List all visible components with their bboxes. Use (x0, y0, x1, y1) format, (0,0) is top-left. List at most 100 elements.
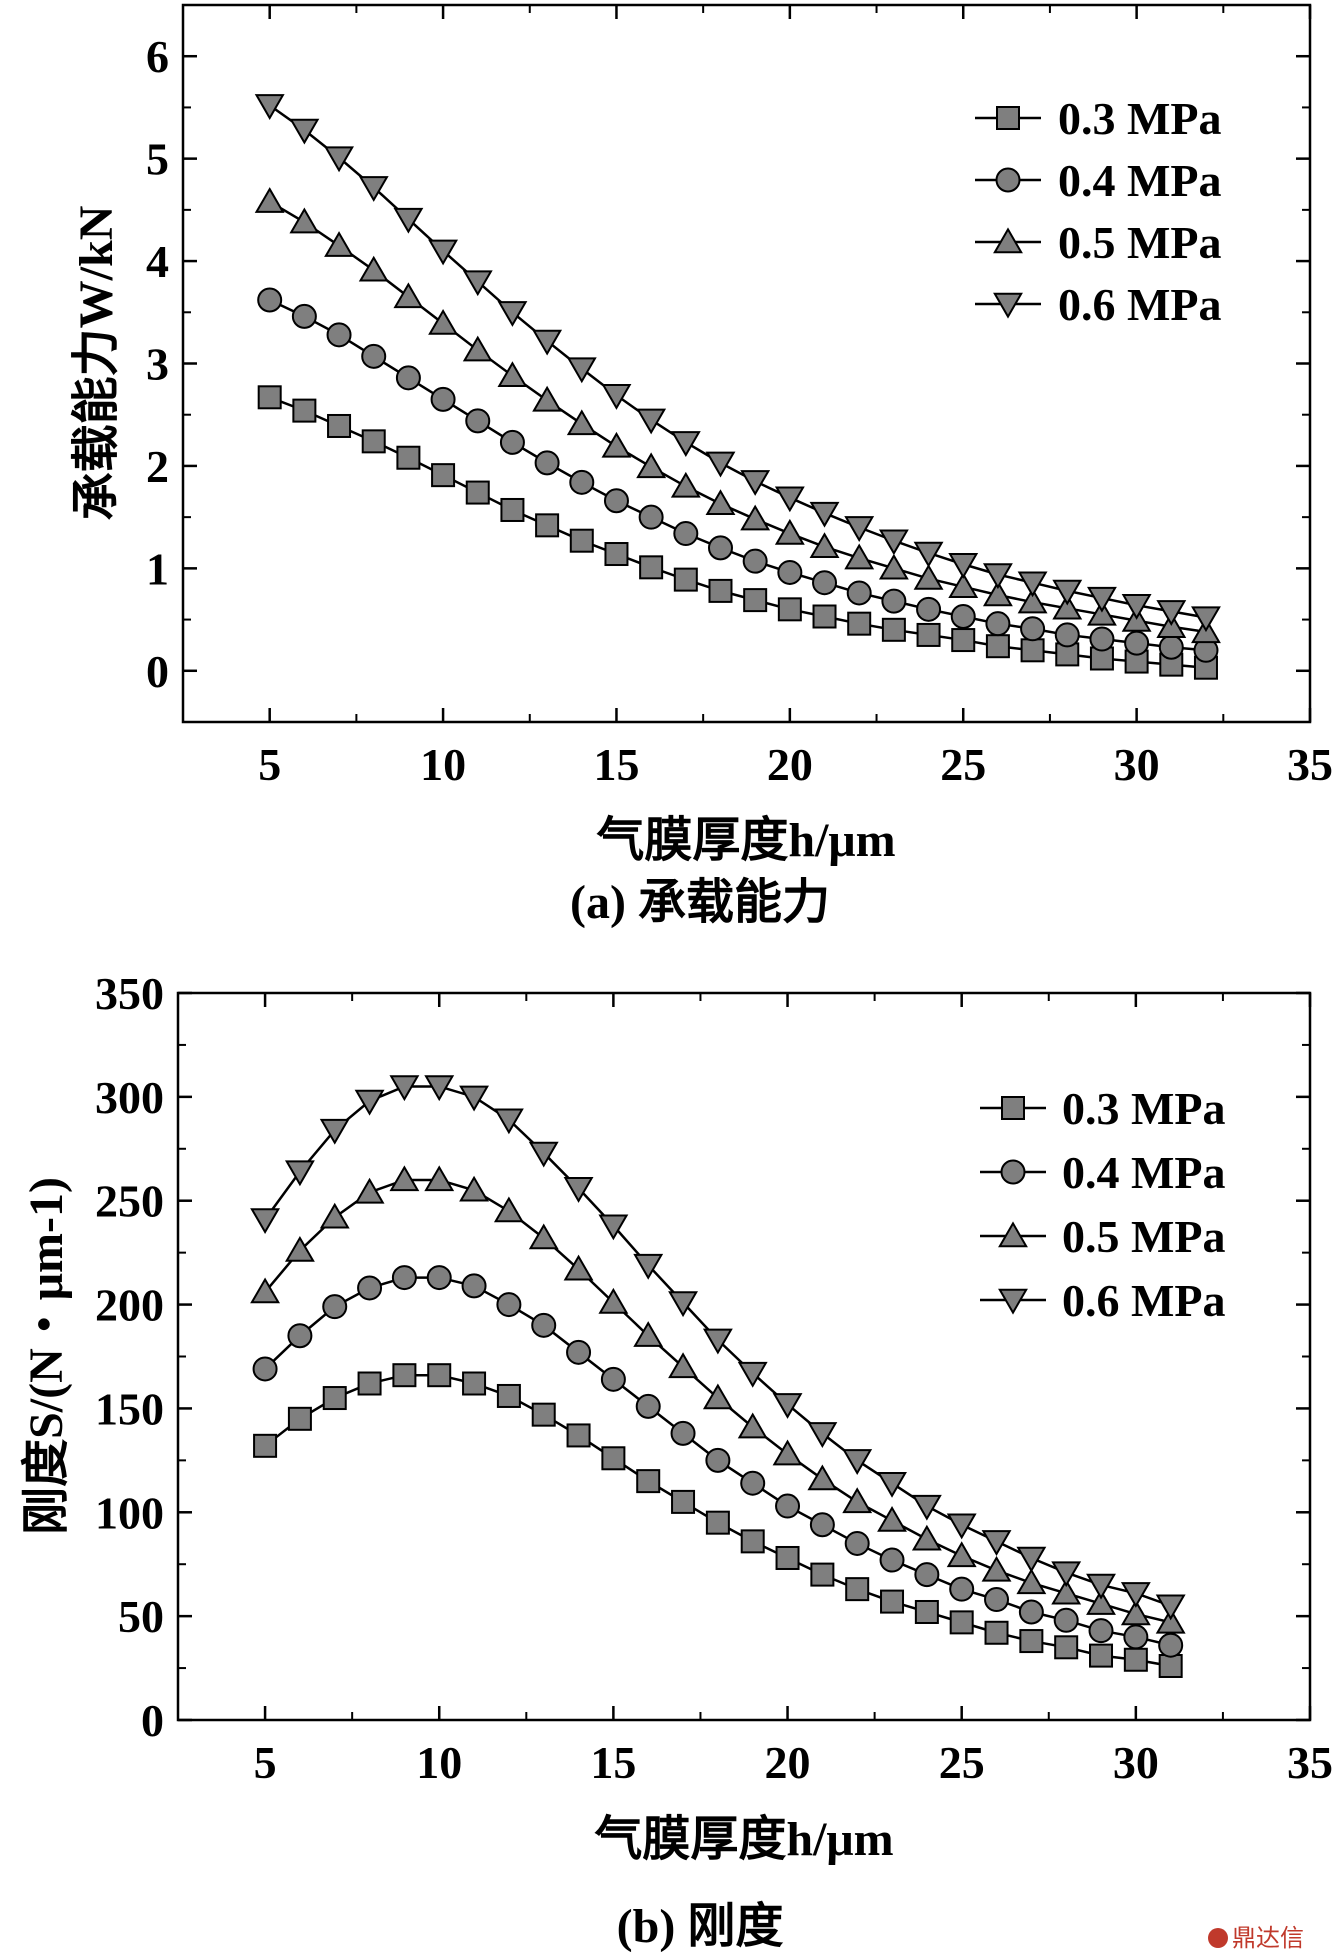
chart-a-data-point (1156, 600, 1187, 626)
chart-b-data-point (702, 1328, 733, 1355)
chart-a-x-tick-label: 25 (940, 739, 986, 790)
chart-a-data-point (844, 543, 875, 570)
chart-a-series-line (269, 200, 1207, 634)
chart-b-data-point (633, 1253, 664, 1280)
chart-a-y-axis-label: 承载能力W/kN (70, 205, 123, 520)
chart-b-data-point (1155, 1594, 1186, 1621)
chart-a-y-tick-label: 2 (146, 441, 169, 492)
chart-b-data-point (914, 1562, 940, 1588)
chart-a-data-point (566, 409, 597, 436)
chart-a-data-point (638, 504, 664, 530)
chart-a-y-tick-label: 0 (146, 646, 169, 697)
chart-b-data-point (493, 1108, 524, 1135)
chart-b-data-point (946, 1513, 977, 1540)
chart-b-data-point (737, 1412, 768, 1439)
chart-b-data-point (810, 1562, 835, 1587)
chart-a-data-point (740, 504, 771, 531)
chart-a-data-point (913, 564, 944, 590)
chart-b-legend-marker (998, 1288, 1028, 1315)
chart-b-data-point (601, 1446, 626, 1471)
chart-b-data-point (1016, 1568, 1047, 1595)
chart-b-data-point (946, 1541, 977, 1568)
chart-a-data-point (603, 488, 629, 514)
chart-b-data-point (250, 1277, 281, 1304)
chart-b-x-tick-label: 5 (254, 1737, 277, 1788)
chart-a-series-4 (254, 94, 1221, 633)
chart-a-data-point (705, 489, 736, 516)
chart-a-data-point (774, 486, 805, 513)
chart-a-y-tick-label: 4 (146, 236, 169, 287)
chart-b-data-point (496, 1383, 521, 1408)
chart-b-series-3 (250, 1165, 1186, 1634)
chart-a-data-point (500, 497, 525, 522)
chart-a-series-3 (254, 187, 1221, 644)
chart-b-data-point (775, 1545, 800, 1570)
chart-a-y-tick-label: 3 (146, 339, 169, 390)
chart-b-x-tick-label: 25 (939, 1737, 985, 1788)
chart-a-data-point (257, 385, 282, 410)
chart-b-data-point (807, 1464, 838, 1491)
chart-a-data-point (982, 563, 1013, 590)
chart-b-data-point (877, 1472, 907, 1498)
chart-b-data-point (252, 1356, 278, 1382)
chart-a-data-point (535, 513, 560, 538)
chart-b-data-point (354, 1089, 385, 1116)
chart-b-data-point (427, 1363, 452, 1388)
chart-b-data-point (737, 1361, 768, 1388)
chart-b-legend-marker (998, 1221, 1028, 1248)
chart-a-series-2 (257, 287, 1219, 663)
chart-a-data-point (809, 501, 840, 528)
chart-b-data-point (459, 1175, 489, 1202)
chart-b-data-point (389, 1165, 420, 1192)
chart-b-data-point (671, 1489, 696, 1514)
chart-b-data-point (1155, 1607, 1186, 1634)
chart-b-data-point (1089, 1643, 1114, 1668)
watermark-icon (1208, 1928, 1228, 1948)
chart-a-data-point (636, 408, 667, 435)
chart-a-data-point (327, 413, 352, 438)
chart-a-data-point (1087, 586, 1117, 613)
chart-a-data-point (948, 572, 979, 598)
chart-a-data-point (566, 357, 597, 384)
chart-a-data-point (1121, 594, 1152, 620)
chart-a-data-point (465, 480, 490, 505)
chart-a-data-point (1017, 571, 1048, 598)
watermark-logo: 鼎达信 (1208, 1924, 1304, 1952)
chart-a-data-point (396, 445, 421, 470)
chart-a-data-point (985, 611, 1011, 637)
chart-b-data-point (319, 1202, 350, 1229)
chart-a-data-point (812, 570, 838, 596)
chart-b-data-point (566, 1339, 592, 1365)
chart-b-data-point (392, 1363, 417, 1388)
chart-a-data-point (1017, 587, 1048, 614)
chart-a-data-point (1052, 579, 1083, 606)
chart-b-data-point (1120, 1582, 1151, 1608)
chart-b-data-point (911, 1524, 942, 1551)
chart-b-data-point (389, 1075, 420, 1102)
chart-b-data-point (845, 1577, 870, 1602)
chart-b-data-point (842, 1449, 873, 1475)
chart-a-data-point (428, 239, 459, 266)
chart-b-data-point (461, 1273, 487, 1299)
chart-a-data-point (358, 176, 389, 202)
chart-a-data-point (358, 255, 389, 282)
chart-a-data-point (673, 521, 699, 547)
chart-b-legend-label: 0.4 MPa (1062, 1147, 1226, 1198)
chart-b-data-point (1086, 1573, 1116, 1600)
chart-b-data-point (949, 1576, 975, 1602)
chart-b-data-point (1019, 1629, 1044, 1654)
chart-a-data-point (1124, 630, 1150, 656)
chart-b-data-point (1158, 1653, 1183, 1678)
chart-b-x-axis-label: 气膜厚度h/μm (594, 1813, 893, 1866)
chart-a-data-point (289, 207, 320, 234)
chart-a-data-point (774, 518, 805, 545)
chart-a-data-point (670, 471, 701, 498)
chart-b-data-point (705, 1447, 731, 1473)
chart-a-legend-label: 0.4 MPa (1058, 155, 1222, 206)
chart-b-data-point (1018, 1599, 1044, 1625)
chart-b-data-point (981, 1555, 1012, 1582)
chart-a-data-point (601, 384, 632, 410)
chart-a-data-point (670, 431, 701, 457)
chart-b-y-tick-label: 50 (118, 1591, 164, 1642)
